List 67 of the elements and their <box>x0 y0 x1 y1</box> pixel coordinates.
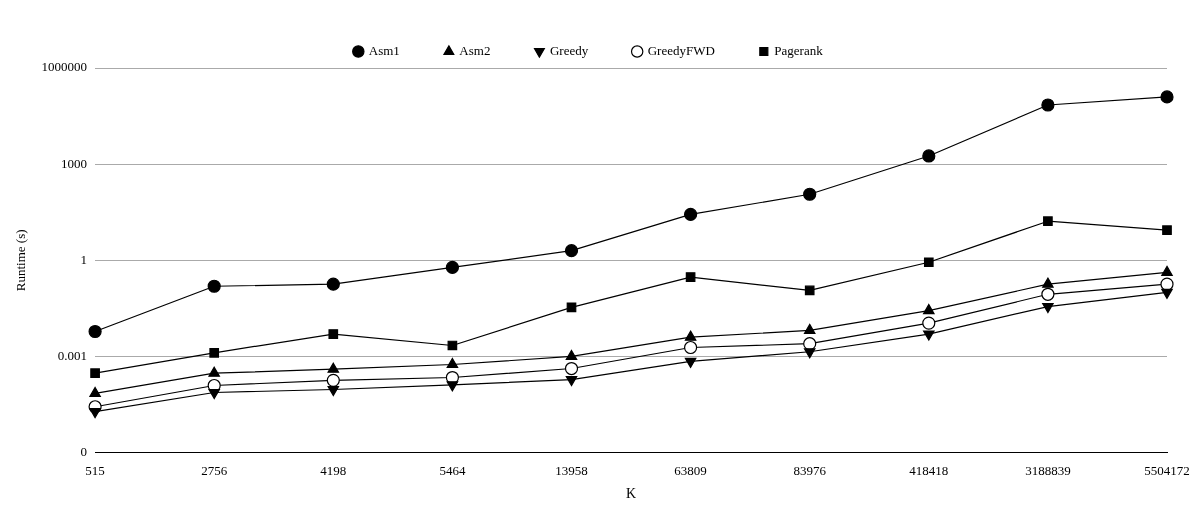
y-tick-label: 1000 <box>61 155 88 171</box>
y-tick-label: 0 <box>80 444 88 460</box>
y-tick-label: 1 <box>80 251 88 267</box>
point <box>1160 277 1174 291</box>
point <box>565 349 578 361</box>
x-tick-label: 2756 <box>201 462 228 478</box>
x-tick-label: 418418 <box>909 462 949 478</box>
point <box>1041 287 1055 301</box>
point <box>1042 277 1054 288</box>
point <box>564 244 579 258</box>
point <box>326 277 340 291</box>
point <box>209 347 220 358</box>
legend-label: Pagerank <box>774 42 824 58</box>
point <box>89 386 101 398</box>
point <box>923 303 935 315</box>
point <box>566 302 577 313</box>
legend-label: Asm1 <box>368 42 400 58</box>
point <box>803 348 816 359</box>
point <box>446 357 459 369</box>
x-tick-label: 3188839 <box>1025 462 1071 478</box>
x-tick-label: 63809 <box>674 462 707 478</box>
x-tick-label: 4198 <box>320 462 347 478</box>
x-tick-label: 83976 <box>793 462 827 478</box>
point <box>564 361 579 376</box>
x-tick-label: 5504172 <box>1144 462 1190 478</box>
point <box>685 272 696 282</box>
point <box>445 260 459 275</box>
x-tick-label: 5464 <box>439 462 466 478</box>
point <box>327 385 340 397</box>
point <box>1042 302 1054 314</box>
point <box>446 381 459 392</box>
point <box>88 324 102 339</box>
point <box>922 316 936 330</box>
point <box>684 357 697 369</box>
legend-label: GreedyFWD <box>647 42 715 58</box>
point <box>1162 225 1172 236</box>
legend-label: Asm2 <box>459 42 491 58</box>
point <box>1160 90 1174 104</box>
point <box>208 366 220 377</box>
point <box>327 362 340 373</box>
legend-label: Greedy <box>549 42 589 58</box>
point <box>326 373 340 387</box>
point <box>565 375 578 387</box>
y-tick-label: 1000000 <box>41 59 88 75</box>
point <box>922 149 936 163</box>
point <box>803 323 816 334</box>
y-axis-title: Runtime (s) <box>13 229 29 292</box>
point <box>923 257 934 268</box>
x-axis-title: K <box>625 486 637 502</box>
point <box>1161 288 1173 299</box>
point <box>803 187 817 201</box>
point <box>207 279 221 293</box>
x-tick-label: 13958 <box>555 462 588 478</box>
point <box>923 330 935 341</box>
x-tick-label: 515 <box>85 462 105 478</box>
point <box>804 285 815 296</box>
point <box>328 329 339 339</box>
point <box>684 207 698 222</box>
point <box>90 368 100 379</box>
point <box>208 388 220 400</box>
point <box>684 340 698 355</box>
y-tick-label: 0.001 <box>57 347 88 363</box>
point <box>1041 98 1055 112</box>
point <box>1161 265 1173 276</box>
point <box>89 408 101 419</box>
point <box>684 330 697 341</box>
point <box>1043 216 1053 227</box>
